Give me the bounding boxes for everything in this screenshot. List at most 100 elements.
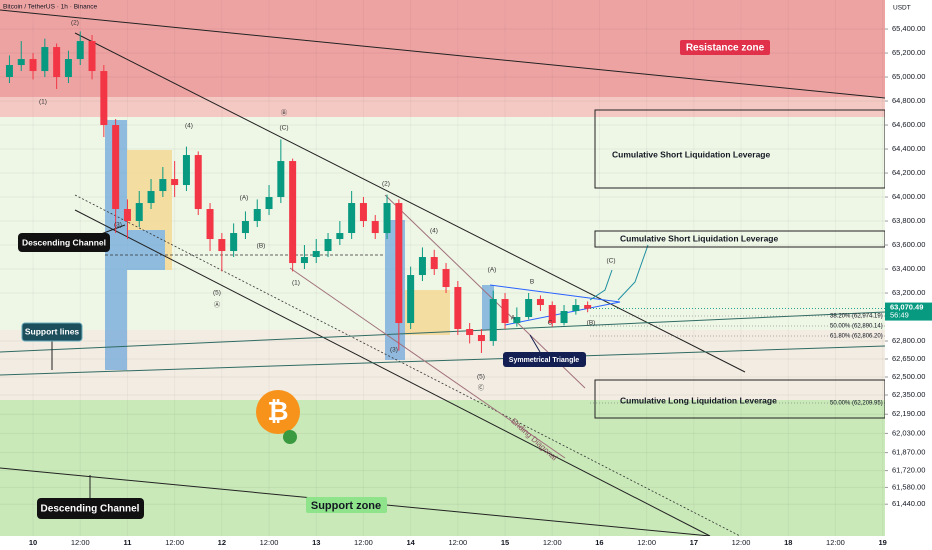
- y-tick-label: 62,350.00: [892, 390, 925, 399]
- x-tick-label: 12:00: [165, 538, 184, 547]
- logo: [256, 390, 300, 444]
- wave-label: C: [548, 320, 553, 327]
- candle-body: [371, 221, 379, 234]
- support-lines-label: Support lines: [25, 326, 80, 336]
- x-tick-label: 19: [878, 538, 886, 547]
- wave-label: B: [530, 279, 534, 286]
- wave-label: (1): [292, 280, 300, 287]
- candle-body: [407, 275, 415, 324]
- y-tick-label: 61,440.00: [892, 499, 925, 508]
- candle-body: [123, 209, 131, 222]
- y-tick-label: 64,000.00: [892, 192, 925, 201]
- candle-body: [324, 239, 332, 252]
- y-tick-label: 62,500.00: [892, 372, 925, 381]
- projection-arrow: [617, 244, 649, 301]
- projection-arrow: [589, 269, 613, 301]
- y-tick-label: 65,200.00: [892, 48, 925, 57]
- y-tick-label: 62,650.00: [892, 354, 925, 363]
- triangle-label: Symmetrical Triangle: [509, 357, 580, 364]
- candle-body: [348, 203, 356, 234]
- candle-body: [53, 47, 61, 78]
- candle-body: [572, 305, 580, 312]
- candle-body: [383, 203, 391, 234]
- candle-body: [525, 299, 533, 318]
- x-tick-label: 12:00: [448, 538, 467, 547]
- y-tick-label: 63,400.00: [892, 264, 925, 273]
- wave-label: (4): [430, 228, 438, 235]
- x-tick-label: 18: [784, 538, 792, 547]
- wave-label: (B): [257, 243, 266, 250]
- candle-body: [112, 125, 120, 210]
- candle-body: [454, 287, 462, 330]
- y-tick-label: 65,400.00: [892, 24, 925, 33]
- x-tick-label: 11: [123, 538, 131, 547]
- fib-label: 50.00% (62,890.14): [830, 324, 883, 330]
- candle-body: [277, 161, 285, 198]
- fib-label: 61.80% (62,806.20): [830, 334, 883, 340]
- candle-body: [171, 179, 179, 186]
- wave-label: (5): [477, 374, 485, 381]
- callout-box: [306, 497, 387, 513]
- x-tick-label: 12:00: [260, 538, 279, 547]
- logo-leaf: [283, 430, 297, 444]
- y-tick-label: 64,600.00: [892, 120, 925, 129]
- candle-body: [5, 65, 13, 78]
- price-axis: [885, 0, 932, 550]
- callout-pointer: [529, 334, 541, 353]
- y-tick-label: 63,800.00: [892, 216, 925, 225]
- candle-body: [513, 317, 521, 324]
- candle-body: [466, 329, 474, 336]
- axes: 65,400.00 65,200.00 65,000.00 64,800.00 64,6…: [29, 24, 932, 547]
- candle-body: [418, 257, 426, 276]
- fib-label: 38.20% (62,974.19): [830, 314, 883, 320]
- resistance-trendline: [0, 9, 886, 99]
- candle-body: [395, 203, 403, 324]
- candle-body: [536, 299, 544, 306]
- y-tick-label: 64,400.00: [892, 144, 925, 153]
- callout-box: [503, 352, 586, 367]
- symbol-title: Bitcoin / TetherUS · 1h · Binance: [3, 4, 98, 11]
- y-tick-label: 64,200.00: [892, 168, 925, 177]
- x-tick-label: 14: [406, 538, 415, 547]
- x-tick-label: 12: [218, 538, 226, 547]
- candle-body: [147, 191, 155, 204]
- callout-box: [680, 40, 770, 55]
- channel-lower: [74, 209, 711, 537]
- candle-body: [29, 59, 37, 72]
- x-tick-label: 12:00: [354, 538, 373, 547]
- y-tick-label: 61,870.00: [892, 448, 925, 457]
- wave-label: (2): [71, 20, 79, 27]
- candle-body: [477, 335, 485, 342]
- logo-glyph: ₿: [267, 396, 288, 426]
- liq-label: Cumulative Long Liquidation Leverage: [620, 395, 777, 405]
- candle-body: [206, 209, 214, 240]
- bitcoin-logo: [256, 390, 300, 434]
- wave-label: Ⓒ: [478, 384, 485, 392]
- candle-body: [241, 221, 249, 234]
- wave-label: (1): [39, 99, 47, 106]
- candle-body: [312, 251, 320, 258]
- candle-body: [489, 299, 497, 342]
- liq-label: Cumulative Short Liquidation Leverage: [612, 149, 770, 159]
- candle-body: [442, 269, 450, 288]
- wave-label: A: [511, 315, 516, 322]
- ending-diagonal-line: [289, 267, 566, 459]
- wave-label: (3): [114, 222, 122, 229]
- support-zone-band: [0, 400, 885, 536]
- candle-body: [100, 71, 108, 126]
- x-tick-label: 17: [690, 538, 698, 547]
- channel-label: Descending Channel: [41, 504, 140, 515]
- y-tick-label: 61,580.00: [892, 482, 925, 491]
- support-zone-label: Support zone: [311, 500, 381, 512]
- mid-area-shade: [0, 330, 885, 400]
- currency: USDT: [893, 5, 911, 12]
- y-tick-label: 64,800.00: [892, 96, 925, 105]
- callout-box: [37, 498, 144, 519]
- wave-label: (C): [279, 125, 288, 132]
- candle-body: [359, 203, 367, 222]
- wave-label: (A): [488, 267, 497, 274]
- y-tick-label: 62,190.00: [892, 409, 925, 418]
- wave-label: (3): [390, 347, 398, 354]
- candle-body: [17, 59, 25, 66]
